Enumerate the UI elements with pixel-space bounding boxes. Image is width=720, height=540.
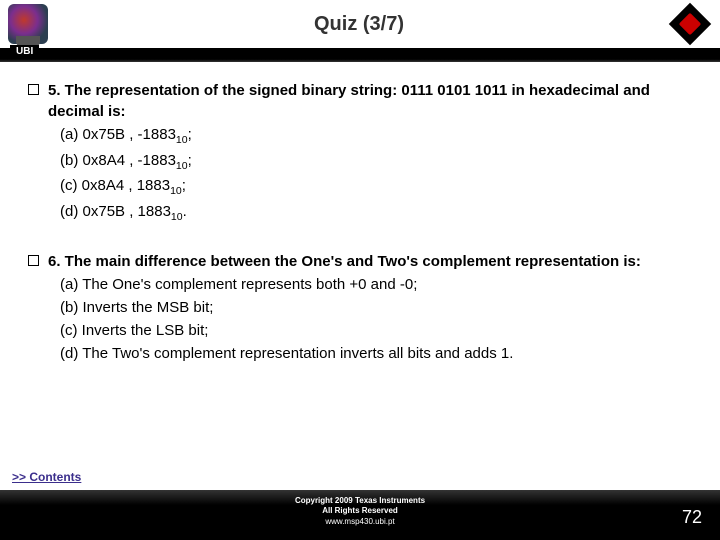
option-a: (a) The One's complement represents both… [60, 274, 692, 295]
slide-header: Quiz (3/7) [0, 0, 720, 48]
option-c: (c) 0x8A4 , 188310; [60, 175, 692, 199]
question-stem: 6. The main difference between the One's… [48, 251, 692, 272]
ti-chip-icon [669, 3, 711, 45]
slide-title: Quiz (3/7) [48, 13, 670, 36]
checkbox-bullet-icon [28, 84, 39, 95]
question-5-options: (a) 0x75B , -188310; (b) 0x8A4 , -188310… [48, 124, 692, 225]
option-b: (b) 0x8A4 , -188310; [60, 150, 692, 174]
question-5: 5. The representation of the signed bina… [28, 80, 692, 225]
copyright-block: Copyright 2009 Texas Instruments All Rig… [0, 490, 720, 527]
footer-url: www.msp430.ubi.pt [0, 517, 720, 527]
question-6-options: (a) The One's complement represents both… [48, 274, 692, 364]
header-divider-bar: UBI [0, 48, 720, 62]
question-6: 6. The main difference between the One's… [28, 251, 692, 364]
ubi-crest-logo [8, 4, 48, 44]
question-stem: 5. The representation of the signed bina… [48, 80, 692, 122]
checkbox-bullet-icon [28, 255, 39, 266]
option-d: (d) The Two's complement representation … [60, 343, 692, 364]
slide-footer: Copyright 2009 Texas Instruments All Rig… [0, 490, 720, 540]
ti-logo [670, 4, 710, 44]
contents-link[interactable]: >> Contents [12, 470, 81, 484]
option-a: (a) 0x75B , -188310; [60, 124, 692, 148]
option-c: (c) Inverts the LSB bit; [60, 320, 692, 341]
page-number: 72 [682, 507, 702, 528]
slide-content: 5. The representation of the signed bina… [0, 62, 720, 364]
option-d: (d) 0x75B , 188310. [60, 201, 692, 225]
option-b: (b) Inverts the MSB bit; [60, 297, 692, 318]
ubi-label: UBI [10, 45, 39, 58]
copyright-line1: Copyright 2009 Texas Instruments [0, 496, 720, 506]
copyright-line2: All Rights Reserved [0, 506, 720, 516]
